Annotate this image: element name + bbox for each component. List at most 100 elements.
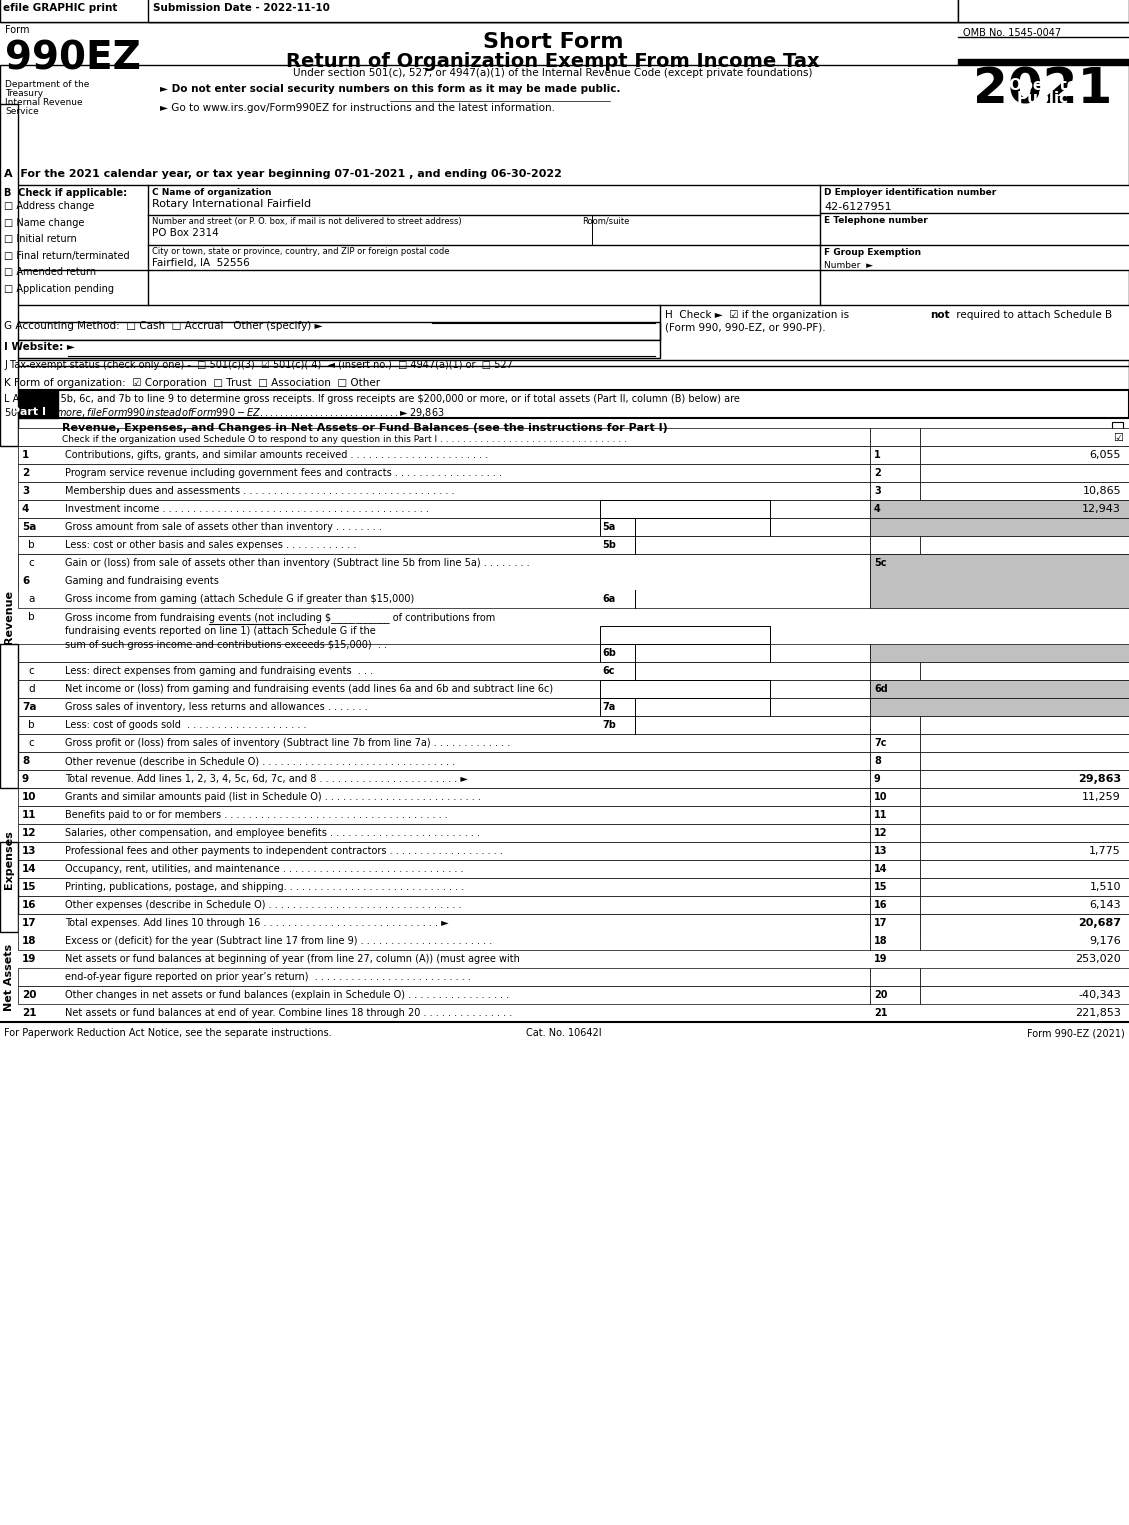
Bar: [0, 644, 18, 788]
Text: 7b: 7b: [602, 720, 616, 730]
Bar: [18, 717, 870, 734]
Text: required to attach Schedule B: required to attach Schedule B: [953, 310, 1112, 320]
Text: Number and street (or P. O. box, if mail is not delivered to street address): Number and street (or P. O. box, if mail…: [152, 217, 462, 226]
Bar: [870, 913, 920, 950]
Text: Room/suite: Room/suite: [583, 217, 629, 226]
Bar: [599, 572, 770, 590]
Bar: [870, 500, 1129, 519]
Text: □ Final return/terminated: □ Final return/terminated: [5, 250, 130, 261]
Text: 11,259: 11,259: [1083, 791, 1121, 802]
Bar: [0, 0, 1129, 21]
Text: □ Amended return: □ Amended return: [5, 267, 96, 278]
Bar: [1112, 422, 1123, 433]
Bar: [870, 734, 920, 752]
Bar: [920, 842, 1129, 860]
Text: not: not: [930, 310, 949, 320]
Bar: [920, 987, 1129, 1003]
Bar: [0, 104, 18, 445]
Bar: [18, 987, 870, 1003]
Bar: [18, 662, 870, 680]
Bar: [0, 0, 1129, 21]
Text: 2: 2: [21, 468, 29, 477]
Text: F Group Exemption: F Group Exemption: [824, 249, 921, 258]
Text: 9: 9: [21, 775, 29, 784]
Bar: [599, 698, 770, 717]
Bar: [18, 482, 870, 500]
Text: 1,775: 1,775: [1089, 846, 1121, 856]
Text: c: c: [28, 666, 34, 676]
Bar: [0, 390, 58, 418]
Text: Part I: Part I: [12, 407, 46, 416]
Text: Form 990-EZ (2021): Form 990-EZ (2021): [1027, 1028, 1124, 1039]
Text: 20: 20: [21, 990, 36, 1000]
Bar: [18, 913, 870, 932]
Bar: [870, 824, 920, 842]
Bar: [599, 518, 770, 535]
Bar: [150, 2, 410, 21]
Text: L Add lines 5b, 6c, and 7b to line 9 to determine gross receipts. If gross recei: L Add lines 5b, 6c, and 7b to line 9 to …: [5, 393, 739, 404]
Text: sum of such gross income and contributions exceeds $15,000)  . .: sum of such gross income and contributio…: [65, 640, 387, 650]
Text: 21: 21: [21, 1008, 36, 1019]
Bar: [920, 535, 1129, 554]
Text: 7c: 7c: [874, 738, 886, 747]
Bar: [599, 680, 770, 698]
Text: Program service revenue including government fees and contracts . . . . . . . . : Program service revenue including govern…: [65, 468, 502, 477]
Text: 6,143: 6,143: [1089, 900, 1121, 910]
Bar: [870, 464, 920, 482]
Text: 7a: 7a: [21, 702, 36, 712]
Text: 11: 11: [21, 810, 36, 820]
Bar: [870, 680, 1129, 698]
Text: c: c: [28, 558, 34, 567]
Bar: [870, 535, 920, 554]
Bar: [870, 554, 1129, 572]
Bar: [18, 878, 870, 897]
Text: Expenses: Expenses: [5, 831, 14, 889]
Text: 10: 10: [874, 791, 887, 802]
Bar: [18, 734, 870, 752]
Text: 8: 8: [21, 756, 29, 766]
Text: Occupancy, rent, utilities, and maintenance . . . . . . . . . . . . . . . . . . : Occupancy, rent, utilities, and maintena…: [65, 865, 464, 874]
Text: 42-6127951: 42-6127951: [824, 201, 892, 212]
Bar: [18, 860, 870, 878]
Bar: [18, 824, 870, 842]
Text: 20: 20: [874, 990, 887, 1000]
Text: 4: 4: [21, 503, 29, 514]
Bar: [18, 464, 870, 482]
Bar: [0, 270, 1129, 305]
Text: 4: 4: [874, 503, 881, 514]
Text: E Telephone number: E Telephone number: [824, 217, 928, 226]
Text: 1,510: 1,510: [1089, 881, 1121, 892]
Text: Gain or (loss) from sale of assets other than inventory (Subtract line 5b from l: Gain or (loss) from sale of assets other…: [65, 558, 530, 567]
Text: 6c: 6c: [602, 666, 614, 676]
Text: 17: 17: [874, 918, 887, 929]
Bar: [0, 340, 660, 358]
Bar: [920, 913, 1129, 950]
Text: ► Go to www.irs.gov/Form990EZ for instructions and the latest information.: ► Go to www.irs.gov/Form990EZ for instru…: [160, 104, 555, 113]
Bar: [0, 360, 1129, 377]
Bar: [0, 842, 18, 932]
Text: Net assets or fund balances at end of year. Combine lines 18 through 20 . . . . : Net assets or fund balances at end of ye…: [65, 1008, 513, 1019]
Text: □ Address change: □ Address change: [5, 201, 94, 210]
Bar: [599, 625, 770, 644]
Text: 221,853: 221,853: [1075, 1008, 1121, 1019]
Text: 5b: 5b: [602, 540, 616, 551]
Text: Fairfield, IA  52556: Fairfield, IA 52556: [152, 258, 250, 268]
Text: I Website: ►: I Website: ►: [5, 342, 75, 352]
Text: Return of Organization Exempt From Income Tax: Return of Organization Exempt From Incom…: [286, 52, 820, 72]
Text: Excess or (deficit) for the year (Subtract line 17 from line 9) . . . . . . . . : Excess or (deficit) for the year (Subtra…: [65, 936, 492, 946]
Text: G Accounting Method:  □ Cash  □ Accrual   Other (specify) ►: G Accounting Method: □ Cash □ Accrual Ot…: [5, 320, 323, 331]
Bar: [870, 842, 920, 860]
Text: Service: Service: [5, 107, 38, 116]
Text: 5c: 5c: [874, 558, 886, 567]
Text: Form: Form: [5, 24, 29, 35]
Text: 5a: 5a: [602, 522, 615, 532]
Bar: [18, 554, 870, 608]
Bar: [1, 2, 148, 21]
Text: Revenue, Expenses, and Changes in Net Assets or Fund Balances (see the instructi: Revenue, Expenses, and Changes in Net As…: [62, 422, 667, 433]
Text: Less: direct expenses from gaming and fundraising events  . . .: Less: direct expenses from gaming and fu…: [65, 666, 373, 676]
Text: ☑: ☑: [1113, 433, 1123, 442]
Bar: [599, 500, 770, 519]
Bar: [870, 913, 920, 932]
Text: Gross income from gaming (attach Schedule G if greater than $15,000): Gross income from gaming (attach Schedul…: [65, 595, 414, 604]
Text: OMB No. 1545-0047: OMB No. 1545-0047: [963, 27, 1061, 38]
